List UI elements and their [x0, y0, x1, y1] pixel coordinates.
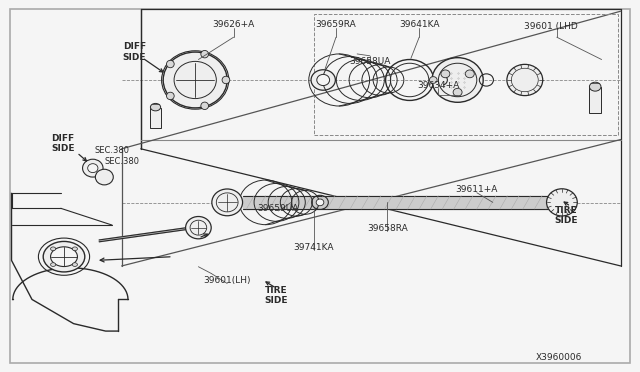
Text: TIRE
SIDE: TIRE SIDE: [265, 286, 288, 305]
Text: SEC.380: SEC.380: [104, 157, 139, 166]
Text: 39658UA: 39658UA: [349, 57, 390, 66]
Ellipse shape: [163, 52, 227, 108]
Ellipse shape: [72, 263, 77, 266]
Text: 39634+A: 39634+A: [417, 81, 460, 90]
Ellipse shape: [507, 64, 543, 96]
Ellipse shape: [51, 247, 77, 266]
Text: 39601 (LHD: 39601 (LHD: [524, 22, 577, 31]
Bar: [150, 108, 161, 128]
Ellipse shape: [441, 70, 450, 78]
Text: 39658RA: 39658RA: [367, 224, 408, 233]
Ellipse shape: [83, 159, 103, 177]
Ellipse shape: [44, 241, 84, 272]
Ellipse shape: [465, 70, 474, 78]
Text: 39659RA: 39659RA: [316, 20, 356, 29]
Ellipse shape: [51, 263, 56, 266]
Ellipse shape: [51, 247, 56, 251]
Bar: [314, 14, 618, 135]
Text: 39659UA: 39659UA: [258, 204, 299, 213]
Text: SEC.380: SEC.380: [95, 146, 129, 155]
Ellipse shape: [186, 217, 211, 239]
Ellipse shape: [212, 189, 243, 216]
Ellipse shape: [166, 92, 174, 100]
Text: 39741KA: 39741KA: [293, 243, 334, 252]
Ellipse shape: [429, 77, 437, 83]
Ellipse shape: [222, 76, 230, 84]
Ellipse shape: [316, 199, 324, 206]
Ellipse shape: [201, 51, 209, 58]
Ellipse shape: [432, 58, 483, 102]
Text: DIFF
SIDE: DIFF SIDE: [51, 134, 74, 153]
Polygon shape: [99, 227, 192, 242]
Text: 39641KA: 39641KA: [399, 20, 440, 29]
Ellipse shape: [72, 247, 77, 251]
Ellipse shape: [589, 82, 601, 91]
Ellipse shape: [88, 164, 98, 173]
Ellipse shape: [317, 74, 330, 86]
Text: 39611+A: 39611+A: [456, 185, 498, 194]
Ellipse shape: [95, 169, 113, 185]
Text: X3960006: X3960006: [536, 353, 582, 362]
Text: 39626+A: 39626+A: [212, 20, 255, 29]
Ellipse shape: [166, 60, 174, 68]
Text: TIRE
SIDE: TIRE SIDE: [555, 206, 578, 225]
Text: DIFF
SIDE: DIFF SIDE: [123, 42, 146, 62]
Bar: [589, 87, 601, 113]
Ellipse shape: [150, 103, 161, 111]
Ellipse shape: [311, 70, 335, 90]
Ellipse shape: [547, 189, 577, 216]
Ellipse shape: [453, 88, 462, 96]
Text: 39601(LH): 39601(LH): [204, 276, 251, 285]
Ellipse shape: [201, 102, 209, 109]
